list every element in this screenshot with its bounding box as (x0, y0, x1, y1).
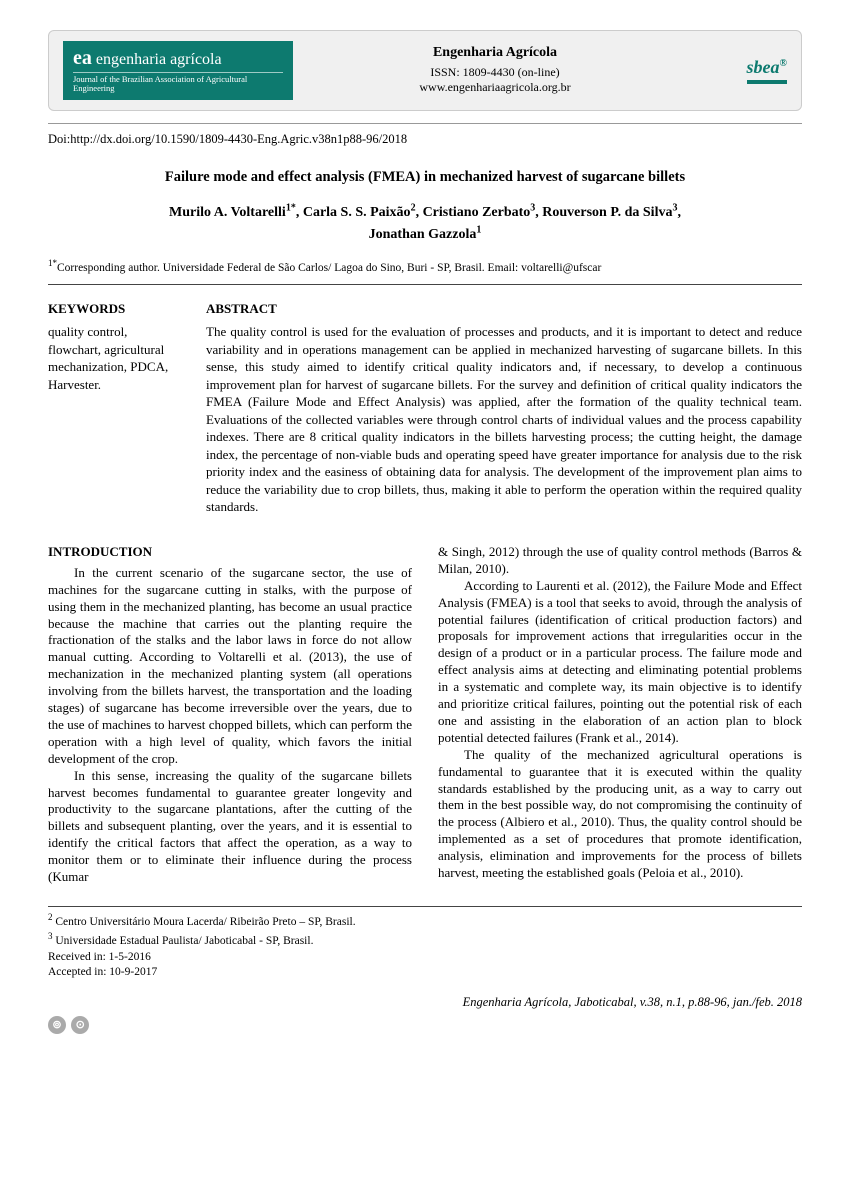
keywords-column: KEYWORDS quality control, flowchart, agr… (48, 301, 178, 516)
authors: Murilo A. Voltarelli1*, Carla S. S. Paix… (48, 202, 802, 245)
intro-paragraph: & Singh, 2012) through the use of qualit… (438, 544, 802, 578)
footnotes: 2 Centro Universitário Moura Lacerda/ Ri… (48, 906, 802, 981)
accepted-date: Accepted in: 10-9-2017 (48, 965, 802, 981)
received-date: Received in: 1-5-2016 (48, 950, 802, 966)
license-badges: ⊚ ⊙ (48, 1016, 802, 1034)
logo-ea-subtitle: Journal of the Brazilian Association of … (73, 72, 283, 94)
divider (48, 284, 802, 285)
logo-ea: eaengenharia agrícola Journal of the Bra… (63, 41, 293, 100)
keywords-heading: KEYWORDS (48, 301, 178, 317)
authors-line-2: Jonathan Gazzola1 (369, 227, 482, 242)
intro-paragraph: According to Laurenti et al. (2012), the… (438, 578, 802, 747)
affiliation-2: 2 Centro Universitário Moura Lacerda/ Ri… (48, 911, 802, 930)
intro-paragraph: In this sense, increasing the quality of… (48, 768, 412, 886)
intro-paragraph: The quality of the mechanized agricultur… (438, 747, 802, 882)
header-center: Engenharia Agrícola ISSN: 1809-4430 (on-… (293, 45, 697, 95)
journal-issn: ISSN: 1809-4430 (on-line) (293, 65, 697, 80)
logo-sbea: sbea® (697, 57, 787, 84)
logo-ea-title: eaengenharia agrícola (73, 47, 283, 70)
abstract-column: ABSTRACT The quality control is used for… (206, 301, 802, 516)
keywords-text: quality control, flowchart, agricultural… (48, 323, 178, 393)
keywords-abstract-row: KEYWORDS quality control, flowchart, agr… (48, 301, 802, 516)
divider (48, 123, 802, 124)
introduction-heading: INTRODUCTION (48, 544, 412, 561)
article-title: Failure mode and effect analysis (FMEA) … (48, 169, 802, 186)
footer-citation: Engenharia Agrícola, Jaboticabal, v.38, … (48, 995, 802, 1010)
corresponding-author: 1*Corresponding author. Universidade Fed… (48, 258, 802, 274)
journal-title: Engenharia Agrícola (293, 45, 697, 61)
cc-icon: ⊚ (48, 1016, 66, 1034)
body-two-column: INTRODUCTION In the current scenario of … (48, 544, 802, 886)
doi-line: Doi:http://dx.doi.org/10.1590/1809-4430-… (48, 132, 802, 147)
intro-paragraph: In the current scenario of the sugarcane… (48, 565, 412, 768)
affiliation-3: 3 Universidade Estadual Paulista/ Jaboti… (48, 930, 802, 949)
journal-url: www.engenhariaagricola.org.br (293, 80, 697, 95)
by-icon: ⊙ (71, 1016, 89, 1034)
abstract-heading: ABSTRACT (206, 301, 802, 317)
journal-header: eaengenharia agrícola Journal of the Bra… (48, 30, 802, 111)
abstract-text: The quality control is used for the eval… (206, 323, 802, 516)
authors-line-1: Murilo A. Voltarelli1*, Carla S. S. Paix… (169, 205, 681, 220)
